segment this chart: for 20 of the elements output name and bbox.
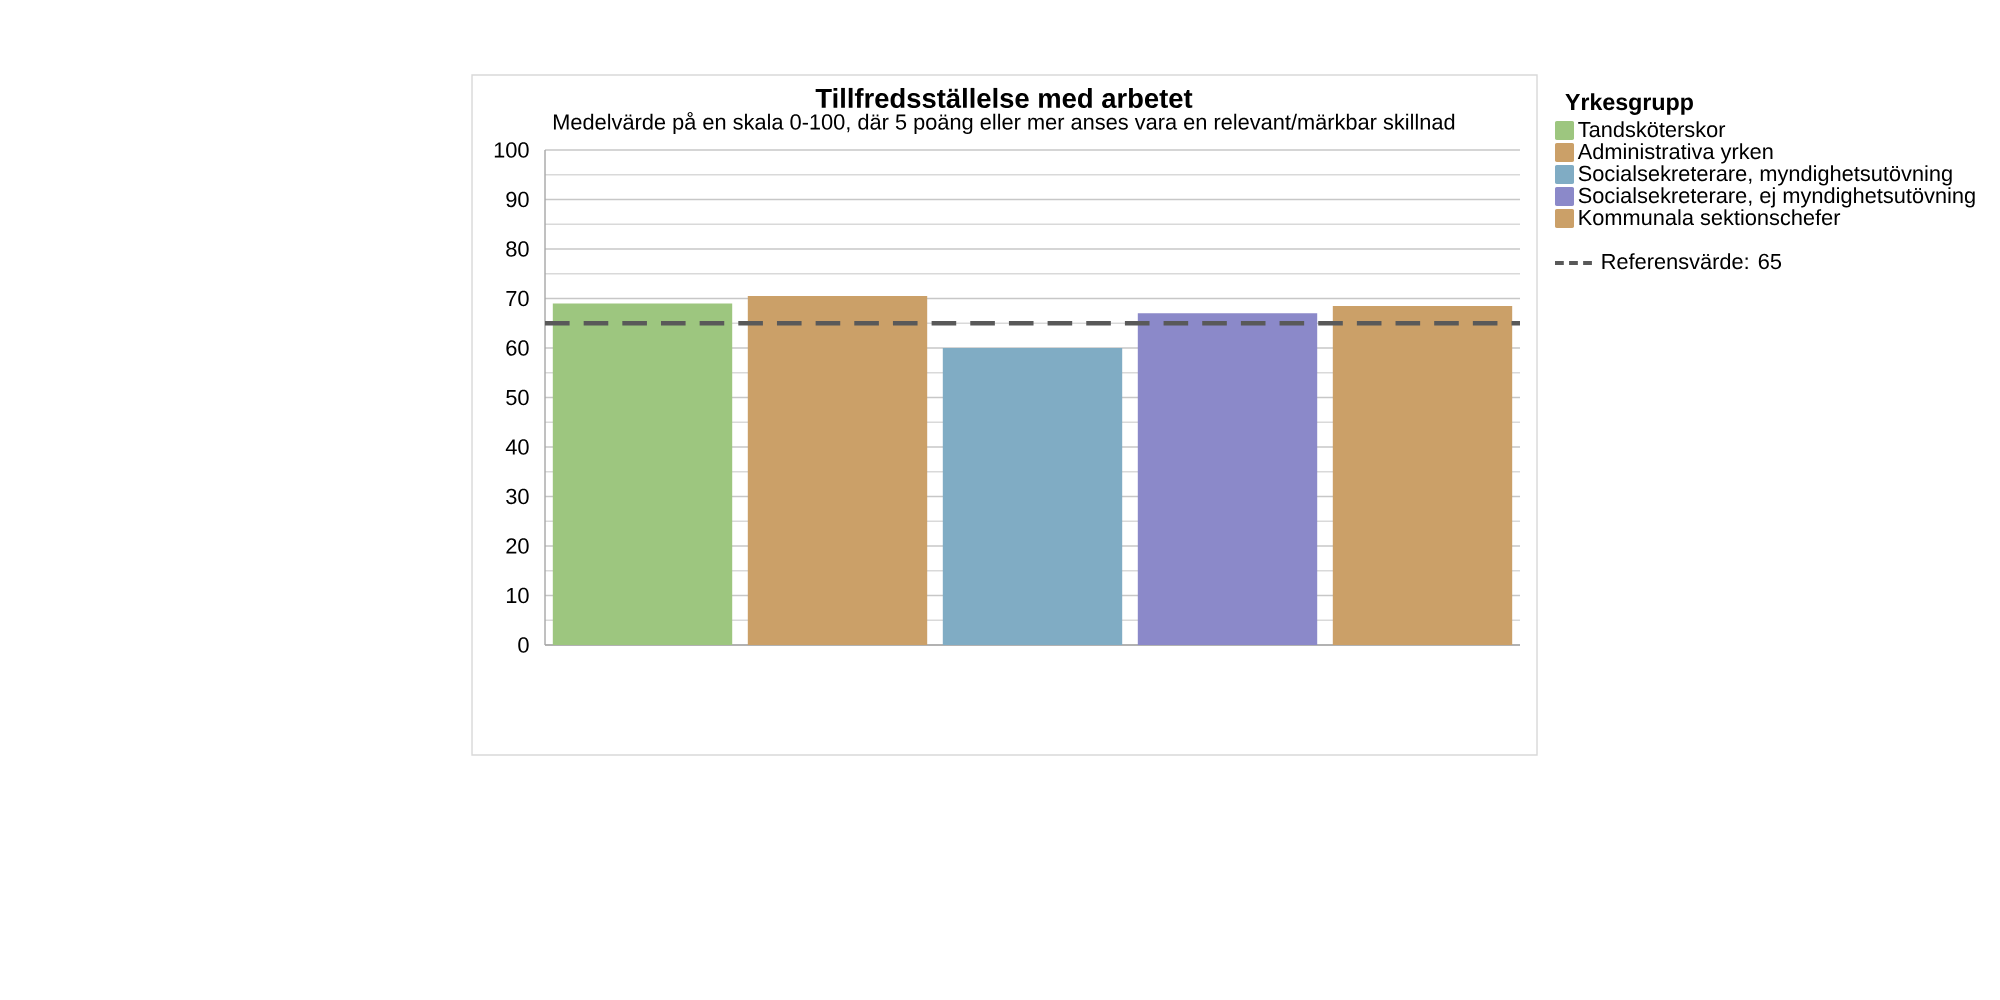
y-tick-label: 10	[506, 587, 529, 604]
legend-label: Tandsköterskor	[1578, 121, 1726, 138]
y-tick-label: 30	[506, 488, 529, 505]
legend-label: Administrativa yrken	[1577, 143, 1773, 164]
y-tick-label: 0	[518, 637, 529, 653]
legend-label: Referensvärde: 65	[1602, 253, 1782, 270]
legend-title: Yrkesgrupp	[1565, 93, 1693, 115]
legend-label: Kommunala sektionschefer	[1579, 209, 1841, 226]
y-tick-label: 60	[506, 340, 529, 356]
y-tick-label: 70	[506, 290, 529, 307]
y-tick-label: 50	[506, 389, 529, 406]
legend-label: Socialsekreterare, ej myndighetsutövning	[1578, 187, 1975, 208]
y-tick-label: 20	[506, 538, 529, 554]
y-tick-label: 100	[494, 142, 529, 158]
chart-title: Tillfredsställelse med arbetet	[815, 87, 1193, 109]
y-tick-label: 80	[506, 241, 529, 257]
chart-subtitle: Medelvärde på en skala 0-100, där 5 poäng eller mer anses vara en relevant/märkbar skillnad	[553, 111, 1455, 135]
y-tick-label: 40	[505, 439, 529, 455]
y-tick-label: 90	[506, 191, 529, 208]
legend-label: Socialsekreterare, myndighetsutövning	[1578, 165, 1952, 186]
